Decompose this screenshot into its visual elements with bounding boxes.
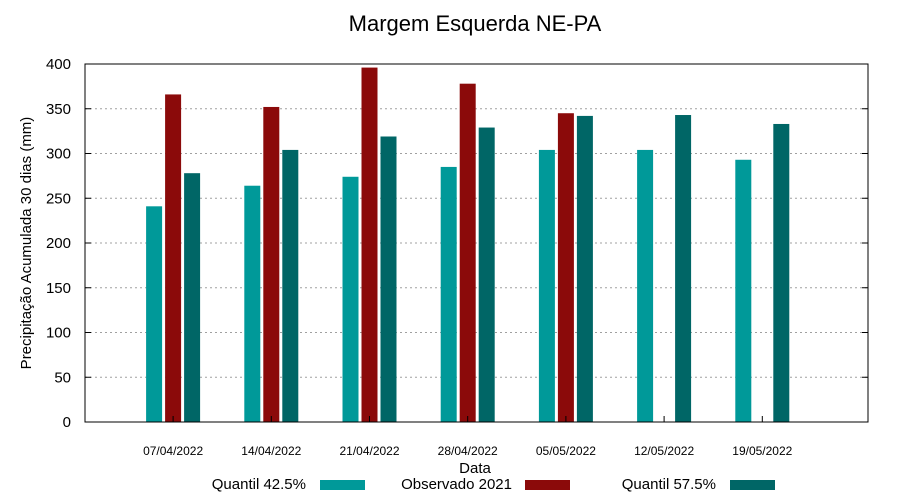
- legend-swatch: [730, 480, 775, 490]
- x-tick-label: 28/04/2022: [438, 444, 498, 458]
- bar: [637, 149, 654, 423]
- bar: [244, 185, 261, 422]
- y-tick-label: 350: [46, 101, 71, 118]
- bar: [361, 67, 378, 422]
- legend-swatch: [320, 480, 365, 490]
- bar: [440, 166, 457, 422]
- legend-label: Quantil 42.5%: [212, 476, 306, 493]
- bar: [263, 106, 280, 423]
- bar: [773, 123, 790, 422]
- y-tick-label: 250: [46, 190, 71, 207]
- grid-layer: [85, 108, 868, 378]
- y-tick-label: 400: [46, 56, 71, 73]
- bar: [576, 115, 593, 422]
- y-tick-label: 50: [54, 369, 71, 386]
- x-tick-label: 21/04/2022: [339, 444, 399, 458]
- bar: [675, 115, 692, 422]
- ticks-layer: 0 50 100 150 200 250 300 350 400 07/04/2022 14/04/…: [46, 56, 868, 458]
- x-axis-label: Data: [459, 460, 491, 477]
- bar: [735, 159, 752, 422]
- bars-layer: [146, 67, 790, 423]
- bar: [282, 149, 299, 423]
- bar: [459, 83, 476, 422]
- x-tick-label: 12/05/2022: [634, 444, 694, 458]
- y-tick-label: 300: [46, 146, 71, 163]
- y-tick-label: 150: [46, 280, 71, 297]
- bar: [342, 176, 359, 422]
- bar: [478, 127, 495, 423]
- x-tick-label: 05/05/2022: [536, 444, 596, 458]
- bar: [146, 206, 163, 422]
- x-tick-label: 14/04/2022: [241, 444, 301, 458]
- bar: [557, 113, 574, 422]
- y-tick-label: 200: [46, 235, 71, 252]
- bar: [380, 136, 397, 422]
- y-tick-label: 0: [63, 414, 71, 431]
- bar: [184, 173, 201, 422]
- x-tick-label: 07/04/2022: [143, 444, 203, 458]
- legend-label: Observado 2021: [401, 476, 512, 493]
- bar: [538, 149, 555, 423]
- x-tick-label: 19/05/2022: [732, 444, 792, 458]
- legend: Quantil 42.5% Observado 2021 Quantil 57.5%: [212, 476, 775, 493]
- y-axis-label: Precipitação Acumulada 30 dias (mm): [18, 117, 35, 370]
- bar: [165, 94, 182, 423]
- legend-swatch: [525, 480, 570, 490]
- chart-title: Margem Esquerda NE-PA: [349, 11, 602, 36]
- legend-label: Quantil 57.5%: [622, 476, 716, 493]
- y-tick-label: 100: [46, 325, 71, 342]
